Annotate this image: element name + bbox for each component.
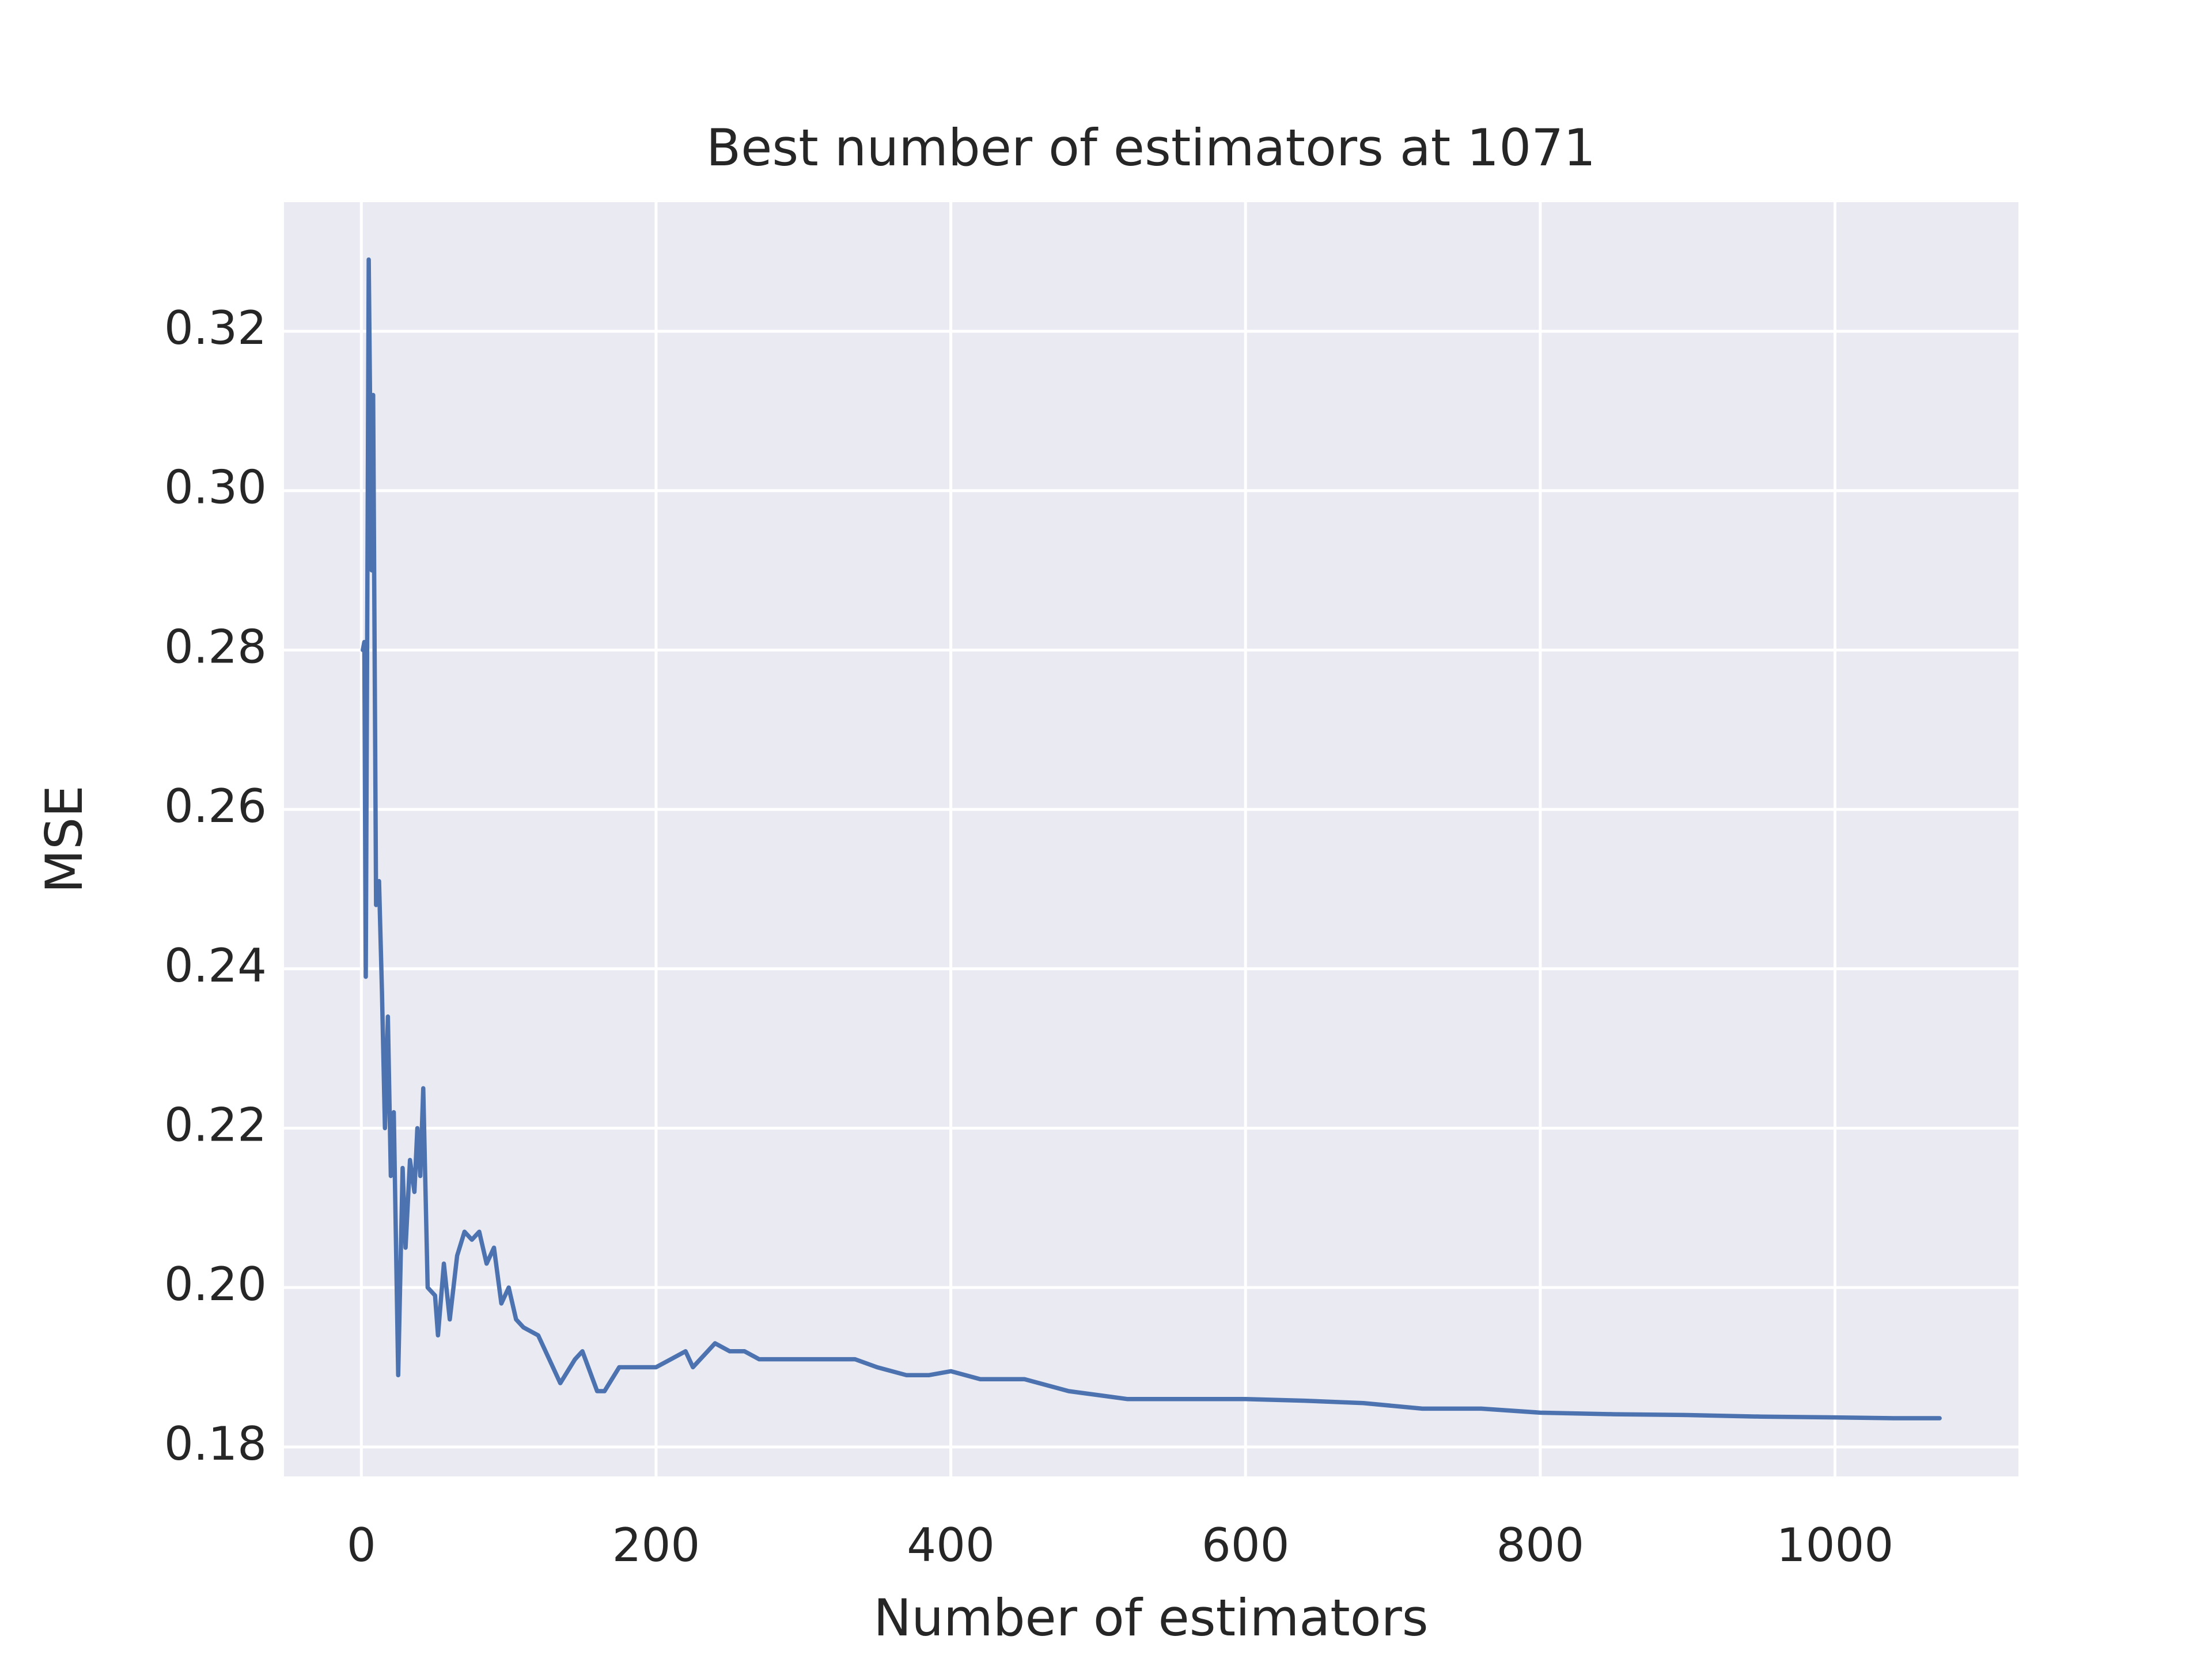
y-tick-label: 0.30 xyxy=(164,461,267,514)
x-tick-label: 400 xyxy=(907,1518,995,1572)
x-axis-label: Number of estimators xyxy=(873,1588,1428,1647)
x-tick-label: 600 xyxy=(1202,1518,1290,1572)
chart-title: Best number of estimators at 1071 xyxy=(706,118,1596,177)
x-tick-label: 200 xyxy=(612,1518,700,1572)
x-tick-label: 1000 xyxy=(1777,1518,1894,1572)
y-tick-label: 0.26 xyxy=(164,779,267,833)
x-tick-label: 0 xyxy=(347,1518,376,1572)
y-tick-label: 0.22 xyxy=(164,1098,267,1152)
y-tick-label: 0.20 xyxy=(164,1257,267,1311)
y-tick-label: 0.18 xyxy=(164,1417,267,1471)
y-axis-label: MSE xyxy=(35,785,94,893)
y-tick-label: 0.28 xyxy=(164,620,267,673)
y-tick-label: 0.24 xyxy=(164,939,267,993)
x-tick-label: 800 xyxy=(1497,1518,1585,1572)
data-line xyxy=(361,257,1942,1421)
plot-area xyxy=(284,202,2018,1476)
y-tick-label: 0.32 xyxy=(164,301,267,355)
